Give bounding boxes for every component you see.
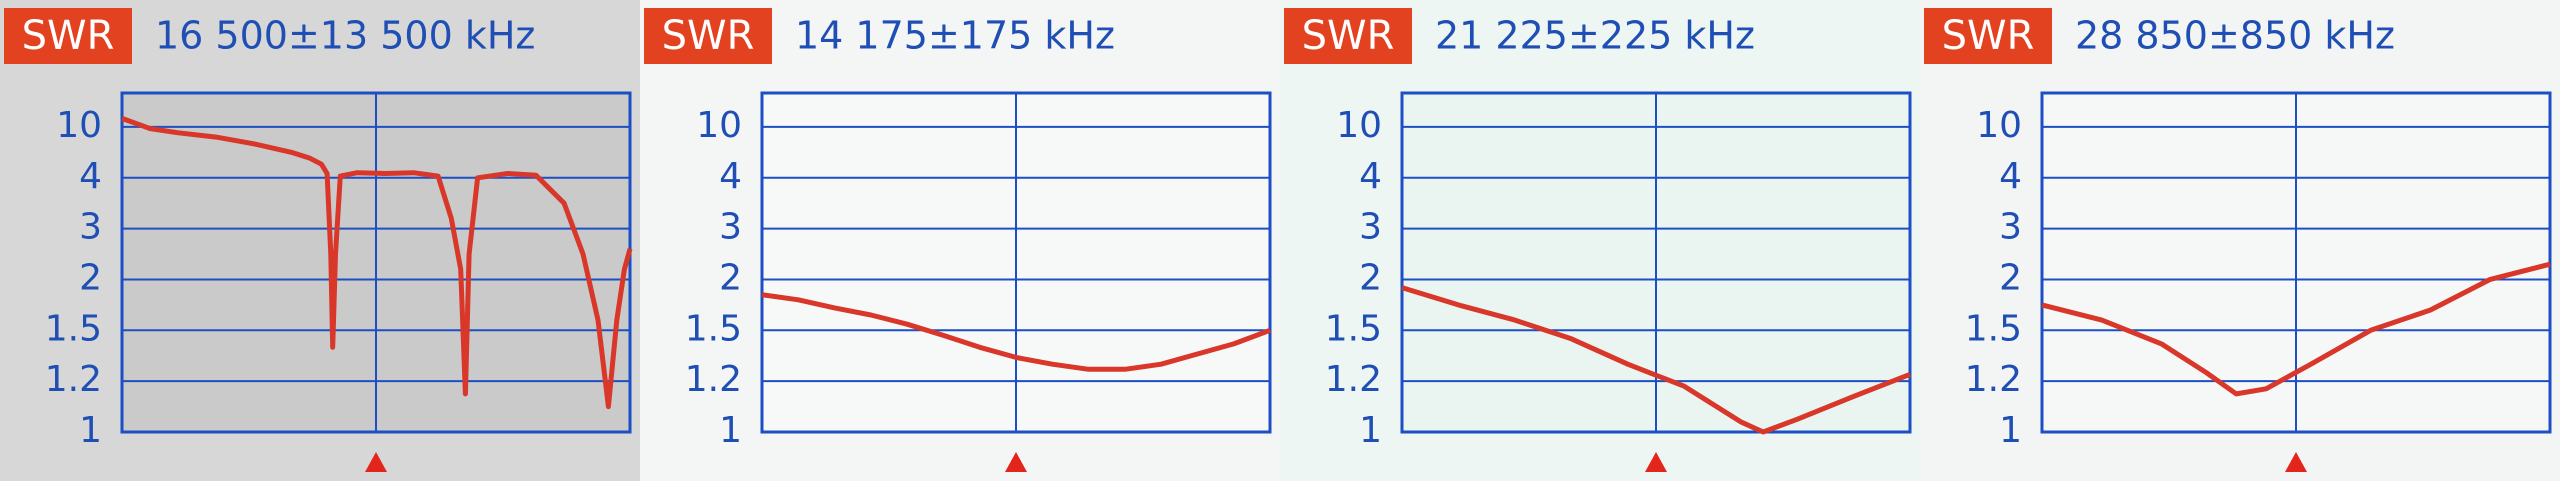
center-marker xyxy=(1645,452,1667,472)
badge-label: SWR xyxy=(1302,13,1395,59)
y-tick-label: 1 xyxy=(79,410,102,451)
y-tick-label: 10 xyxy=(1336,105,1382,146)
y-tick-label: 1 xyxy=(1999,410,2022,451)
panel: SWR 21 225±225 kHz 1 1.2 1.5 2 3 4 10 xyxy=(1280,0,1920,481)
y-tick-label: 1.5 xyxy=(1325,308,1382,349)
y-tick-label: 1.5 xyxy=(1965,308,2022,349)
plot-border xyxy=(1400,91,1912,434)
plot-border xyxy=(120,91,632,434)
chart-title: 14 175±175 kHz xyxy=(795,14,1115,58)
swr-line xyxy=(1401,285,1911,435)
y-tick-label: 2 xyxy=(719,257,742,298)
y-tick-label: 1.2 xyxy=(1325,359,1382,400)
chart-title: 28 850±850 kHz xyxy=(2075,14,2395,58)
chart-title: 16 500±13 500 kHz xyxy=(155,14,535,58)
y-tick-label: 3 xyxy=(1999,207,2022,248)
swr-line xyxy=(761,292,1271,372)
y-tick-label: 4 xyxy=(1359,156,1382,197)
y-tick-label: 2 xyxy=(79,257,102,298)
badge xyxy=(1924,8,2052,64)
y-tick-label: 3 xyxy=(1359,207,1382,248)
badge xyxy=(4,8,132,64)
y-tick-label: 1 xyxy=(1359,410,1382,451)
y-tick-label: 1.5 xyxy=(685,308,742,349)
y-tick-label: 2 xyxy=(1999,257,2022,298)
y-tick-label: 1 xyxy=(719,410,742,451)
badge-label: SWR xyxy=(662,13,755,59)
plot-border xyxy=(2040,91,2552,434)
chart-title: 21 225±225 kHz xyxy=(1435,14,1755,58)
swr-line xyxy=(2041,261,2551,397)
y-tick-label: 2 xyxy=(1359,257,1382,298)
panel: SWR 16 500±13 500 kHz 1 1.2 1.5 2 3 4 10 xyxy=(0,0,640,481)
y-tick-label: 1.2 xyxy=(45,359,102,400)
plot-border xyxy=(760,91,1272,434)
badge xyxy=(644,8,772,64)
y-tick-label: 3 xyxy=(79,207,102,248)
center-marker xyxy=(2285,452,2307,472)
y-tick-label: 4 xyxy=(1999,156,2022,197)
badge xyxy=(1284,8,1412,64)
badge-label: SWR xyxy=(1942,13,2035,59)
y-tick-label: 1.2 xyxy=(1965,359,2022,400)
swr-line xyxy=(121,116,633,410)
badge-label: SWR xyxy=(22,13,115,59)
y-tick-label: 4 xyxy=(79,156,102,197)
y-tick-label: 1.5 xyxy=(45,308,102,349)
panel: SWR 14 175±175 kHz 1 1.2 1.5 2 3 4 10 xyxy=(640,0,1280,481)
y-tick-label: 10 xyxy=(696,105,742,146)
center-marker xyxy=(1005,452,1027,472)
y-tick-label: 10 xyxy=(56,105,102,146)
panel: SWR 28 850±850 kHz 1 1.2 1.5 2 3 4 10 xyxy=(1920,0,2560,481)
center-marker xyxy=(365,452,387,472)
y-tick-label: 3 xyxy=(719,207,742,248)
y-tick-label: 1.2 xyxy=(685,359,742,400)
y-tick-label: 4 xyxy=(719,156,742,197)
y-tick-label: 10 xyxy=(1976,105,2022,146)
